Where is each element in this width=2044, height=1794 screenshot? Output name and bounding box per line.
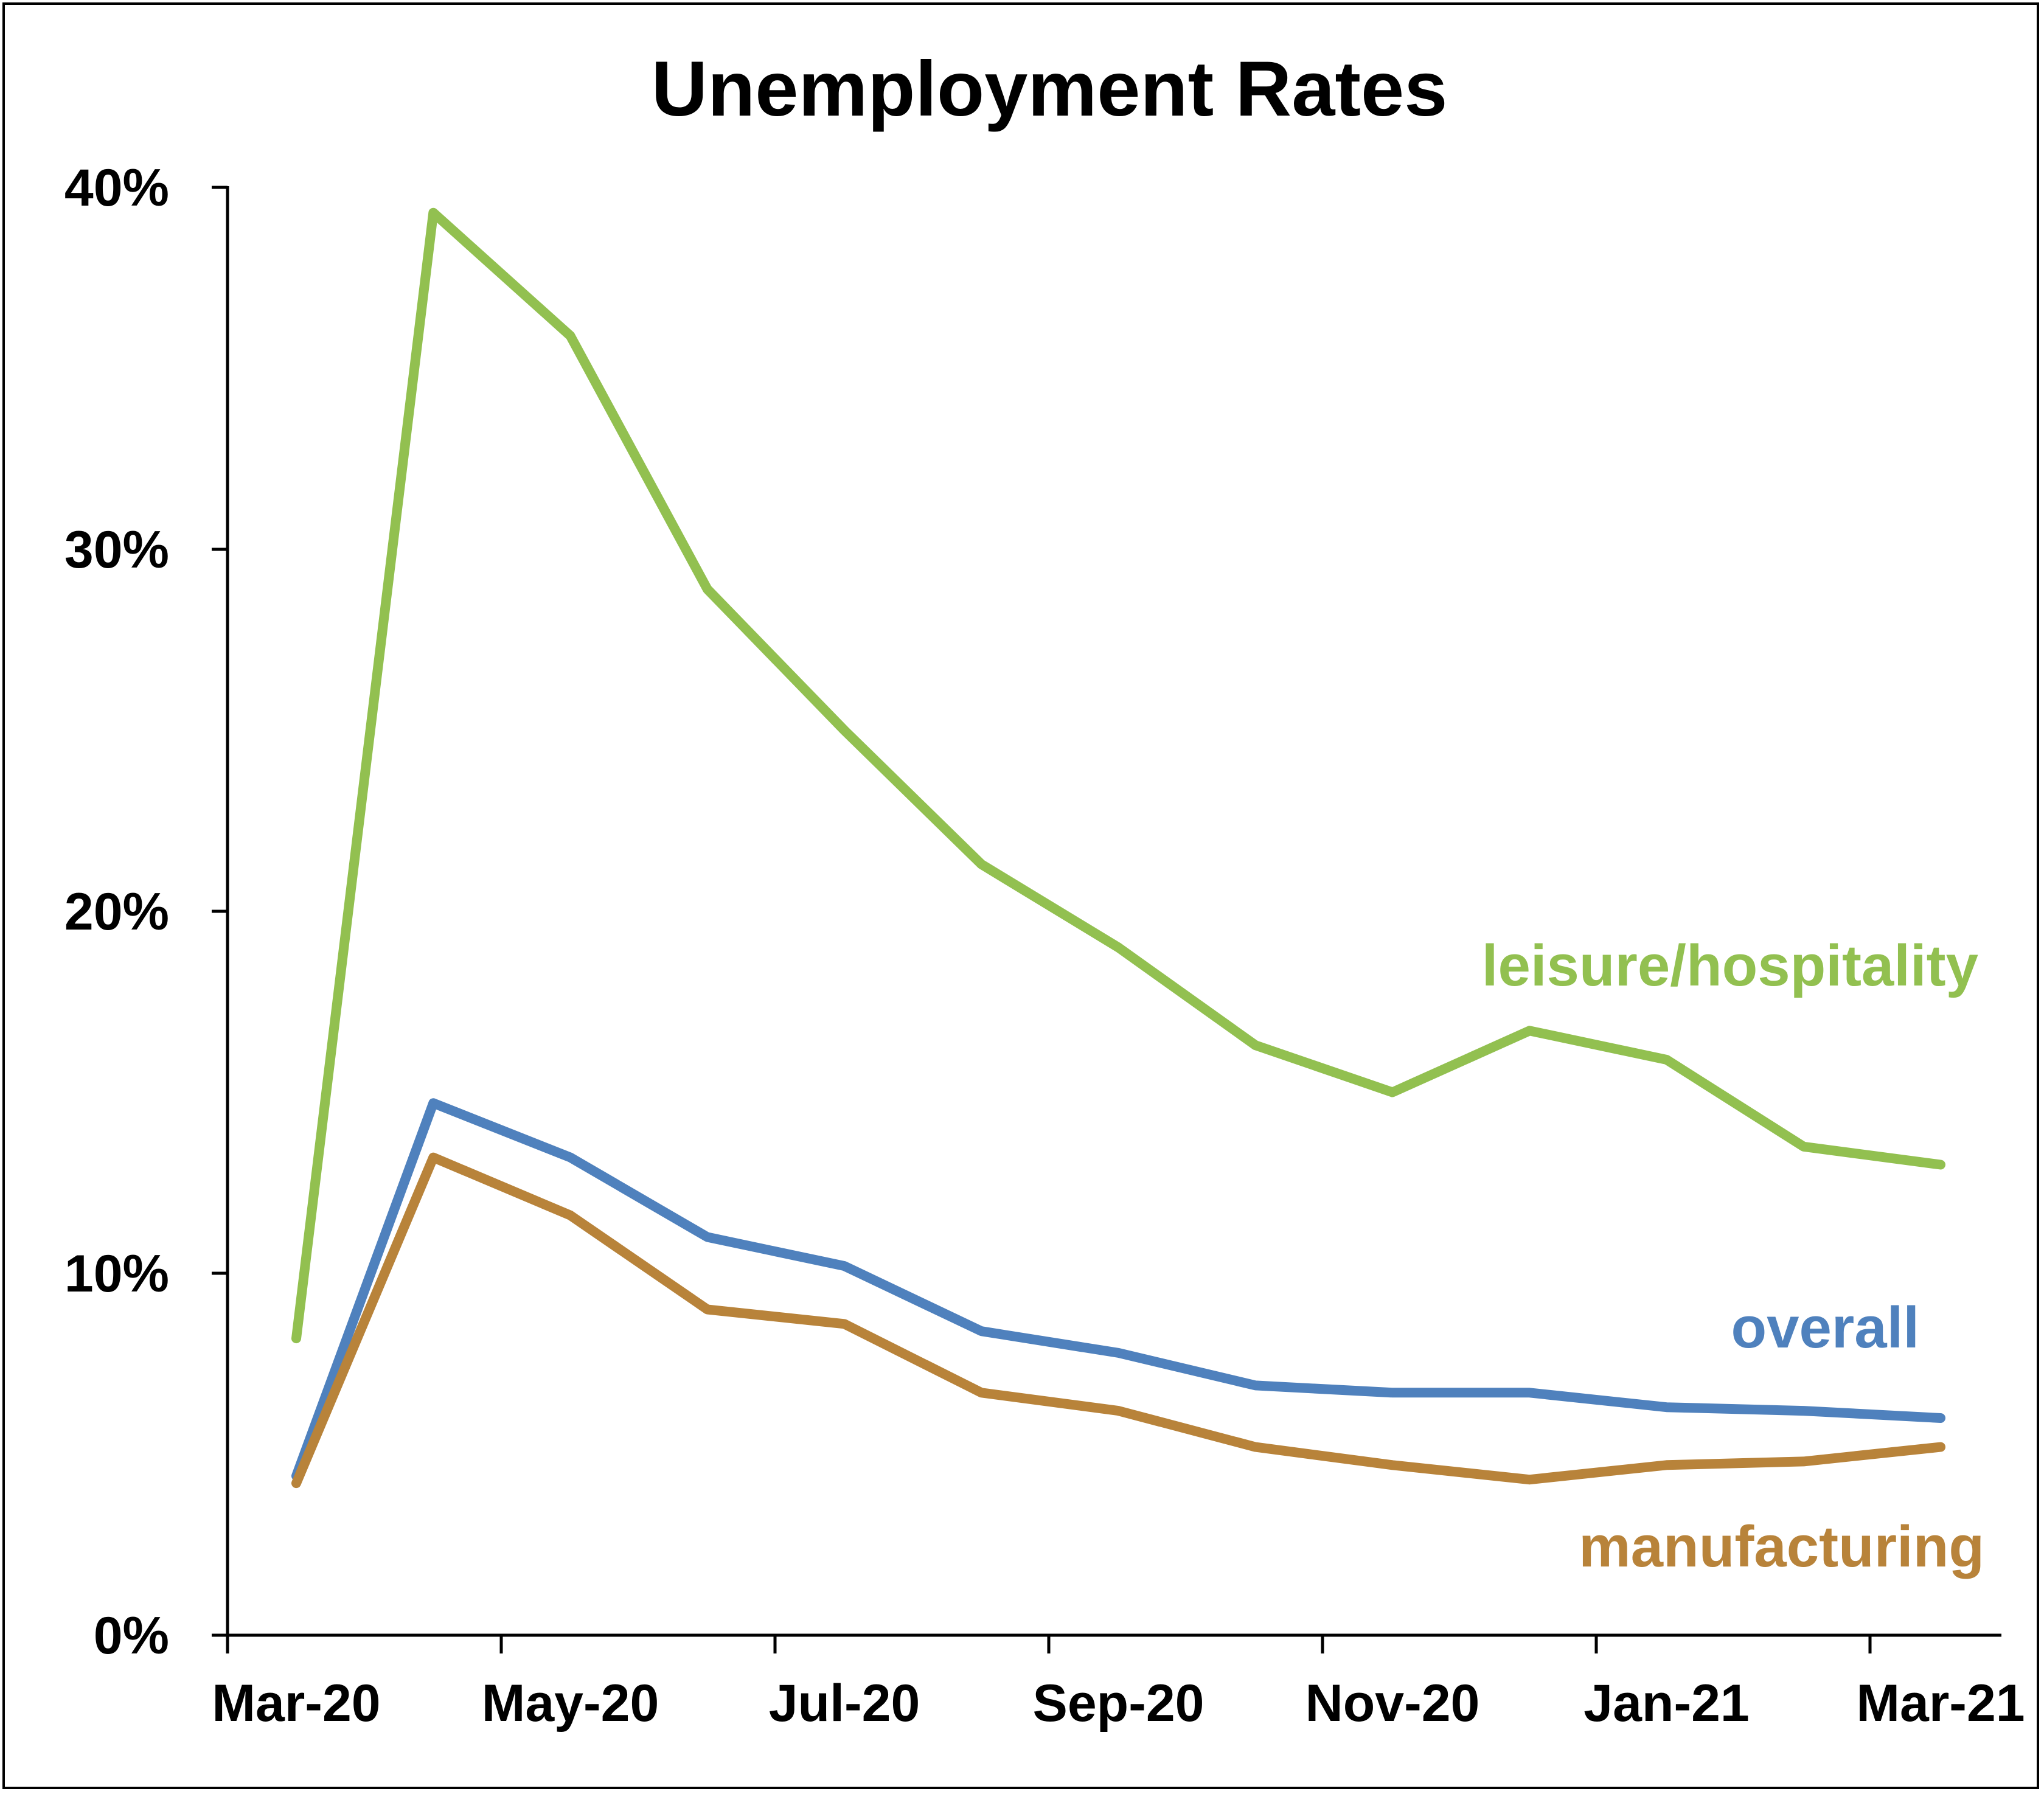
x-tick-label: Nov-20 (1305, 1674, 1480, 1733)
y-tick-label: 30% (64, 521, 169, 579)
series-label-manufacturing: manufacturing (1579, 1514, 1984, 1579)
y-tick-label: 20% (64, 883, 169, 941)
y-tick-label: 0% (94, 1607, 169, 1665)
x-tick-label: May-20 (482, 1674, 659, 1733)
series-group (291, 207, 1945, 1489)
y-tick-label: 40% (64, 159, 169, 217)
x-tick-label: Mar-21 (1856, 1674, 2025, 1733)
series-line-manufacturing (291, 1152, 1945, 1489)
x-tick-label: Mar-20 (212, 1674, 380, 1733)
series-labels: leisure/hospitality overall manufacturin… (1482, 933, 1984, 1579)
series-label-overall: overall (1731, 1295, 1919, 1360)
chart-title: Unemployment Rates (652, 46, 1448, 133)
y-tick-label: 10% (64, 1245, 169, 1303)
x-tick-label: Sep-20 (1032, 1674, 1204, 1733)
series-line-overall (291, 1098, 1945, 1481)
x-tick-label: Jan-21 (1583, 1674, 1750, 1733)
x-tick-label: Jul-20 (769, 1674, 920, 1733)
series-label-leisure-hospitality: leisure/hospitality (1482, 933, 1978, 998)
series-line-leisure-hospitality (291, 207, 1945, 1344)
axes: 0% 10% 20% 30% 40% Mar-20 May-20 Jul-20 Sep-20 No… (64, 159, 2025, 1733)
